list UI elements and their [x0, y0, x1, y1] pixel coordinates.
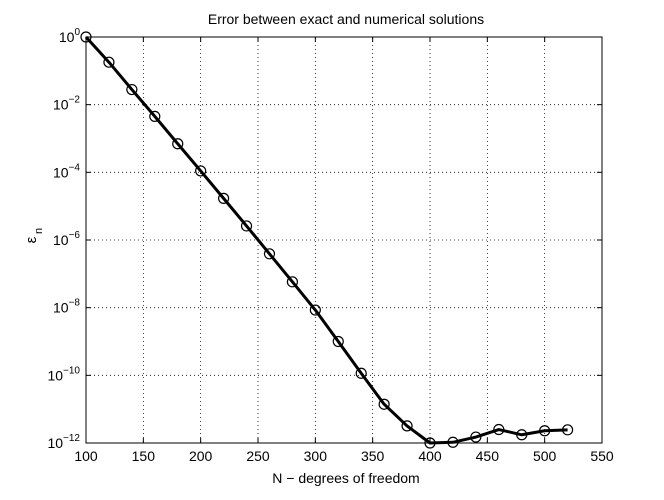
y-tick-label: 10−2	[53, 95, 80, 113]
y-tick-label: 100	[59, 27, 81, 45]
x-tick-label: 200	[189, 448, 213, 464]
data-point	[126, 83, 138, 96]
data-point	[80, 31, 92, 43]
data-point	[218, 192, 230, 204]
y-tick-label: 10−4	[53, 162, 80, 180]
grid-lines	[86, 37, 602, 443]
data-point	[401, 420, 413, 432]
x-tick-label: 550	[590, 448, 614, 464]
x-tick-label: 400	[418, 448, 442, 464]
data-point	[286, 276, 298, 288]
y-axis-label: ε	[23, 236, 40, 243]
x-tick-label: 350	[361, 448, 385, 464]
data-point	[355, 367, 367, 379]
x-tick-label: 250	[246, 448, 270, 464]
data-point	[539, 425, 551, 437]
y-tick-label: 10−6	[53, 230, 80, 248]
x-tick-labels: 100 150 200 250 300 350 400 450 500 550	[74, 448, 614, 464]
data-point	[424, 437, 436, 449]
x-tick-label: 100	[74, 448, 98, 464]
x-tick-label: 300	[304, 448, 328, 464]
tick-marks	[85, 36, 603, 444]
data-point	[332, 335, 344, 348]
y-tick-labels: 100 10−2 10−4 10−6 10−8 10−10 10−12	[47, 27, 80, 451]
series-group	[80, 31, 574, 449]
data-point	[149, 110, 161, 122]
y-axis-label-subscript: n	[33, 228, 45, 234]
data-point	[240, 220, 253, 232]
chart-title: Error between exact and numerical soluti…	[208, 11, 484, 27]
data-point	[561, 424, 574, 436]
series-line	[84, 35, 568, 445]
x-axis-label: N − degrees of freedom	[272, 470, 419, 486]
y-tick-label: 10−8	[53, 298, 80, 316]
plot-area	[85, 36, 603, 444]
y-tick-label: 10−10	[47, 365, 80, 383]
data-point	[378, 398, 390, 410]
data-point	[516, 429, 528, 441]
data-point	[103, 56, 115, 68]
data-point	[263, 248, 276, 260]
x-tick-label: 150	[132, 448, 156, 464]
data-point	[172, 138, 184, 150]
data-point	[447, 436, 459, 448]
data-point	[493, 423, 505, 436]
x-tick-label: 450	[476, 448, 500, 464]
x-tick-label: 500	[533, 448, 557, 464]
y-axis-label-group: ε n	[23, 228, 45, 243]
data-point	[195, 165, 207, 177]
data-point	[309, 304, 321, 316]
data-point	[470, 431, 482, 443]
y-tick-label: 10−12	[47, 433, 80, 451]
